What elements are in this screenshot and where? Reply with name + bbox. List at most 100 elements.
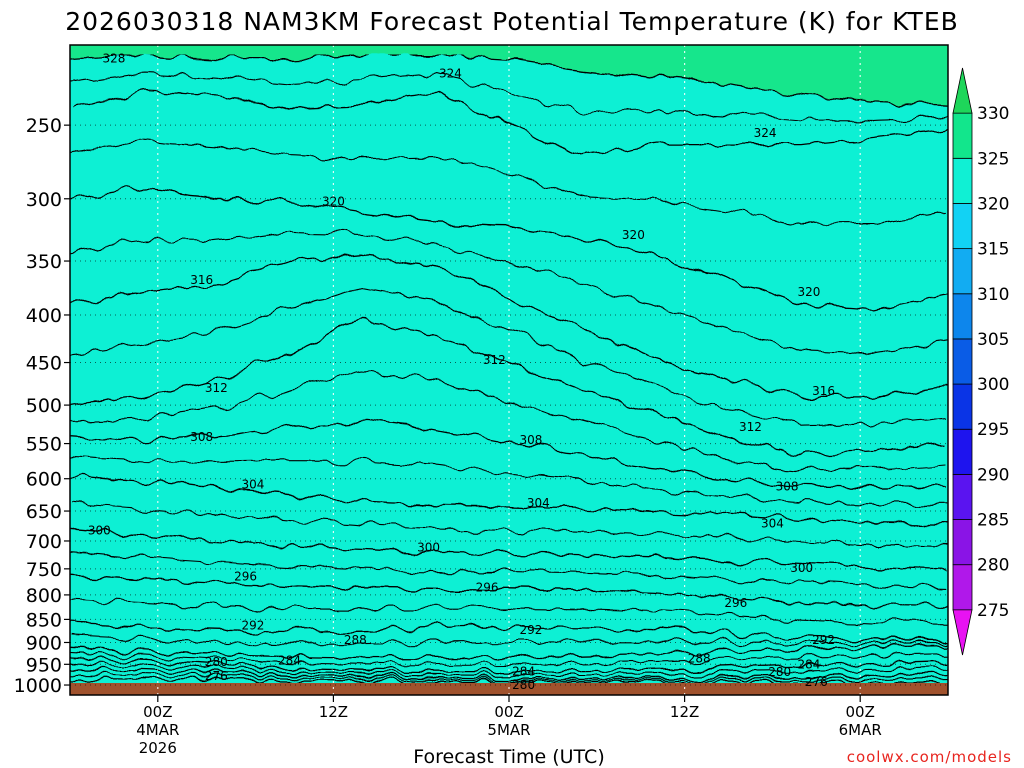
contour-312 [70, 319, 948, 456]
contour-284 [70, 657, 948, 672]
colorbar-high-arrow [952, 67, 973, 114]
x-tick-label-1-line1: 12Z [319, 703, 348, 721]
y-tick-label-300: 300 [26, 189, 62, 211]
y-tick-label-350: 350 [26, 251, 62, 273]
colorbar-label-310: 310 [977, 285, 1009, 305]
band-below-328 [70, 54, 948, 695]
contour-label-304-14: 304 [241, 478, 264, 492]
contour-label-308-11: 308 [190, 430, 213, 444]
colorbar-label-275: 275 [977, 601, 1009, 621]
contour-294 [70, 599, 948, 624]
contour-314 [70, 287, 948, 427]
y-tick-label-400: 400 [26, 305, 62, 327]
credit-text: coolwx.com/models [847, 748, 1012, 766]
grid-lines [70, 45, 948, 695]
x-tick-label-2-line2: 5MAR [487, 721, 530, 739]
colorbar-swatch-6 [952, 338, 973, 385]
x-tick-label-0-line3: 2026 [139, 739, 177, 757]
x-tick-label-3-line1: 12Z [670, 703, 699, 721]
x-axis-label: Forecast Time (UTC) [413, 746, 604, 768]
contour-label-320-5: 320 [798, 285, 821, 299]
contour-label-296-20: 296 [234, 569, 257, 583]
contour-label-300-17: 300 [88, 523, 111, 537]
contour-label-300-18: 300 [417, 540, 440, 554]
colorbar-label-320: 320 [977, 194, 1009, 214]
contour-label-284-28: 284 [278, 653, 301, 667]
contour-label-308-12: 308 [519, 433, 542, 447]
y-tick-label-950: 950 [26, 654, 62, 676]
colorbar-swatch-10 [952, 157, 973, 204]
colorbar-swatch-3 [952, 473, 973, 520]
y-tick-label-1000: 1000 [14, 675, 62, 697]
contour-label-304-15: 304 [527, 496, 550, 510]
colorbar-label-330: 330 [977, 104, 1009, 124]
y-tick-label-700: 700 [26, 531, 62, 553]
contour-276 [70, 678, 948, 684]
x-tick-label-0-line1: 00Z [143, 703, 172, 721]
colorbar-swatch-4 [952, 428, 973, 475]
colorbar-label-325: 325 [977, 149, 1009, 169]
colorbar-swatch-11 [952, 112, 973, 159]
colorbar-swatch-2 [952, 519, 973, 566]
contour-310 [70, 369, 948, 471]
contour-322 [70, 139, 948, 225]
contour-label-276-34: 276 [205, 669, 228, 683]
contour-label-320-4: 320 [622, 228, 645, 242]
colorbar-label-280: 280 [977, 556, 1009, 576]
contour-308 [70, 420, 948, 488]
colorbar-label-290: 290 [977, 465, 1009, 485]
y-tick-label-250: 250 [26, 115, 62, 137]
contour-280 [70, 667, 948, 680]
contour-label-312-9: 312 [483, 353, 506, 367]
x-tick-label-4-line2: 6MAR [839, 721, 882, 739]
colorbar-label-300: 300 [977, 375, 1009, 395]
contour-label-280-33: 280 [768, 665, 791, 679]
contour-302 [70, 502, 948, 548]
contour-290 [70, 635, 948, 645]
x-tick-label-2-line1: 00Z [494, 703, 523, 721]
y-tick-label-450: 450 [26, 353, 62, 375]
colorbar-swatch-9 [952, 203, 973, 250]
colorbar-label-305: 305 [977, 330, 1009, 350]
contour-label-284-30: 284 [798, 657, 821, 671]
contour-label-292-24: 292 [519, 623, 542, 637]
plot-area: 328 324 324 320 320 320 316 316 312 312 312 308 308 3… [70, 45, 948, 695]
contour-296 [70, 573, 948, 607]
y-tick-label-800: 800 [26, 585, 62, 607]
contour-label-312-10: 312 [739, 420, 762, 434]
y-tick-label-600: 600 [26, 469, 62, 491]
colorbar-swatch-8 [952, 248, 973, 295]
colorbar-swatch-5 [952, 383, 973, 430]
contour-288 [70, 644, 948, 659]
contour-328 [70, 54, 948, 106]
contour-label-280-31: 280 [205, 655, 228, 669]
contour-label-300-19: 300 [790, 561, 813, 575]
contour-labels: 328 324 324 320 320 320 316 316 312 312 312 308 308 3… [88, 52, 835, 692]
colorbar-swatch-7 [952, 293, 973, 340]
y-tick-label-750: 750 [26, 559, 62, 581]
contour-label-324-1: 324 [439, 67, 462, 81]
contour-292 [70, 624, 948, 642]
colorbar-low-arrow [952, 609, 973, 656]
colorbar: 275 280 285 290 295 300 305 310 315 320 325 330 [952, 67, 1009, 656]
colorbar-label-295: 295 [977, 420, 1009, 440]
y-tick-label-650: 650 [26, 501, 62, 523]
contour-label-288-26: 288 [344, 633, 367, 647]
contour-318 [70, 230, 948, 354]
y-tick-label-500: 500 [26, 395, 62, 417]
contour-label-288-27: 288 [688, 651, 711, 665]
contour-label-308-13: 308 [776, 480, 799, 494]
contour-286 [70, 652, 948, 666]
contour-label-284-29: 284 [512, 664, 535, 678]
contour-label-280-32: 280 [512, 678, 535, 692]
y-tick-label-850: 850 [26, 609, 62, 631]
contour-lines [70, 54, 948, 684]
contour-326 [70, 72, 948, 121]
contour-label-292-25: 292 [812, 633, 835, 647]
contour-label-296-21: 296 [476, 580, 499, 594]
y-tick-label-900: 900 [26, 632, 62, 654]
contour-label-328-0: 328 [102, 52, 125, 66]
contour-282 [70, 662, 948, 676]
contour-label-312-8: 312 [205, 381, 228, 395]
